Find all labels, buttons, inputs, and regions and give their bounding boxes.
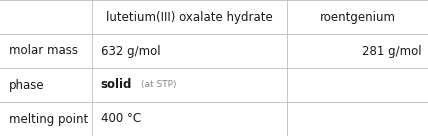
Text: (at STP): (at STP) <box>141 81 177 89</box>
Text: phase: phase <box>9 78 44 92</box>
Text: melting point: melting point <box>9 112 88 126</box>
Text: roentgenium: roentgenium <box>319 10 395 24</box>
Text: 281 g/mol: 281 g/mol <box>362 44 422 58</box>
Text: molar mass: molar mass <box>9 44 77 58</box>
Text: 632 g/mol: 632 g/mol <box>101 44 160 58</box>
Text: solid: solid <box>101 78 132 92</box>
Text: lutetium(III) oxalate hydrate: lutetium(III) oxalate hydrate <box>106 10 273 24</box>
Text: 400 °C: 400 °C <box>101 112 141 126</box>
